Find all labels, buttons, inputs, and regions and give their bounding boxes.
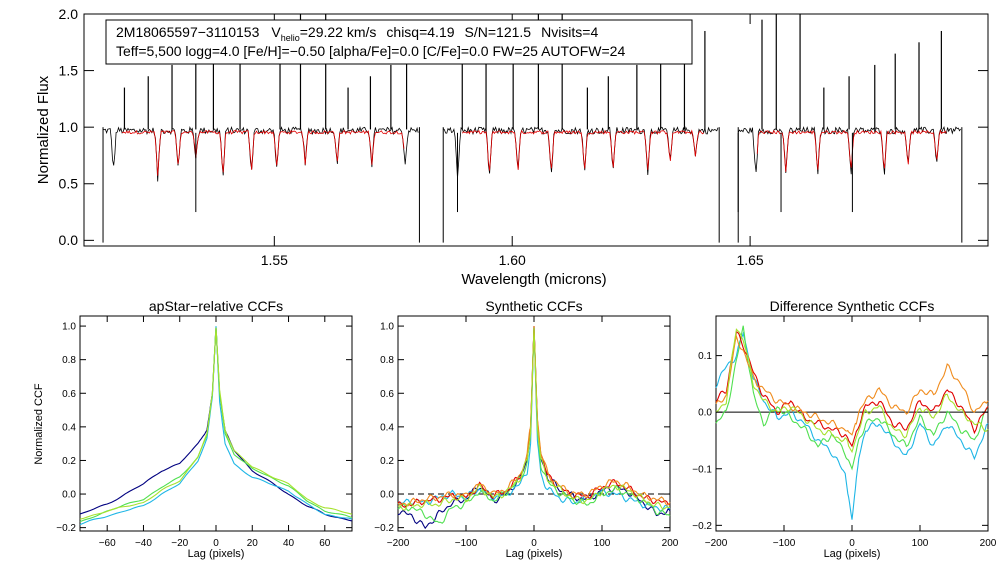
spectrum-frame [83, 13, 989, 247]
ytick-label: 0.0 [62, 490, 76, 501]
xtick-label: 1.65 [736, 252, 763, 268]
ccf-series-d4 [715, 334, 989, 436]
synthetic-ccf-plot-area [397, 326, 671, 530]
ytick-label: −0.2 [692, 521, 712, 532]
v-subscript: helio [281, 33, 300, 43]
xtick-label: −40 [135, 538, 152, 549]
ytick-label: 1.5 [59, 62, 79, 78]
xtick-label: 0 [849, 538, 855, 549]
xtick-label: 200 [980, 538, 997, 549]
ytick-label: 0.2 [62, 456, 76, 467]
ccf-series-s4 [397, 326, 671, 508]
ccf-series-visit4 [79, 327, 353, 520]
synthetic-ccf-title: Synthetic CCFs [485, 298, 582, 314]
ccf-series-s5 [397, 326, 671, 507]
ytick-label: 0.0 [59, 232, 79, 248]
xtick-label: 60 [319, 538, 331, 549]
apstar-ccf-panel: apStar−relative CCFs −60 −40 −20 0 20 40 60 −0.… [33, 298, 353, 560]
diff-ccf-plot-area [715, 325, 989, 520]
ytick-label: 1.0 [380, 322, 394, 333]
sn-value: S/N=121.5 [465, 24, 532, 40]
ytick-label: −0.1 [692, 464, 712, 475]
xtick-label: −100 [773, 538, 796, 549]
ytick-label: −0.2 [56, 523, 76, 534]
ccf-series-s6 [397, 327, 671, 511]
ccf-series-d1 [715, 331, 989, 520]
ccf-series-d2 [715, 325, 989, 471]
xtick-label: 1.60 [499, 252, 526, 268]
xtick-label: 1.55 [261, 252, 288, 268]
ytick-label: 0.6 [62, 389, 76, 400]
ytick-label: 0.8 [62, 355, 76, 366]
v-symbol: V [271, 24, 281, 40]
xtick-label: −100 [455, 538, 478, 549]
diff-ccf-frame [715, 315, 989, 532]
ytick-label: 0.5 [59, 176, 79, 192]
ccf-series-visit2 [79, 326, 353, 526]
model-spectrum-chip-3 [756, 129, 947, 172]
nvisits-value: Nvisits=4 [541, 24, 598, 40]
xtick-label: 20 [247, 538, 259, 549]
model-spectrum-chip-2 [461, 129, 704, 171]
ytick-label: 0.1 [698, 351, 712, 362]
ccf-series-s2 [397, 327, 671, 512]
ytick-label: 2.0 [59, 6, 79, 22]
xtick-label: 40 [283, 538, 295, 549]
apstar-ccf-title: apStar−relative CCFs [149, 298, 283, 314]
synthetic-ccf-xlabel: Lag (pixels) [506, 548, 563, 560]
ccf-series-d5 [715, 328, 989, 454]
ytick-label: 0.0 [698, 408, 712, 419]
ytick-label: 1.0 [59, 119, 79, 135]
v-value: =29.22 km/s [300, 24, 377, 40]
spectrum-axes: 1.55 1.60 1.65 0.0 0.5 1.0 1.5 2.0 [59, 6, 988, 268]
ytick-label: 1.0 [62, 322, 76, 333]
diff-ccf-panel: Difference Synthetic CCFs −200 −100 0 100 20… [692, 298, 997, 560]
spectrum-info-box [105, 19, 693, 65]
xtick-label: −60 [99, 538, 116, 549]
diff-ccf-xlabel: Lag (pixels) [824, 548, 881, 560]
ytick-label: 0.0 [380, 490, 394, 501]
apstar-ccf-xlabel: Lag (pixels) [188, 548, 245, 560]
synthetic-ccf-panel: Synthetic CCFs −200 −100 0 100 200 −0.2 0.0 0.2… [374, 298, 679, 560]
xtick-label: 200 [662, 538, 679, 549]
ytick-label: 0.2 [380, 456, 394, 467]
observed-spectrum-chip-2 [442, 126, 719, 179]
apstar-ccf-plot-area [79, 326, 353, 526]
ytick-label: 0.4 [62, 422, 76, 433]
ytick-label: −0.2 [374, 523, 394, 534]
xtick-label: 0 [531, 538, 537, 549]
spectrum-xlabel: Wavelength (microns) [461, 271, 606, 288]
chisq-value: chisq=4.19 [386, 24, 454, 40]
xtick-label: −200 [387, 538, 410, 549]
ccf-series-visit1 [79, 327, 353, 522]
xtick-label: 100 [594, 538, 611, 549]
ytick-label: 0.6 [380, 389, 394, 400]
synthetic-ccf-axes: −200 −100 0 100 200 −0.2 0.0 0.2 0.4 0.6 0.8 1.0 [374, 316, 679, 549]
object-id: 2M18065597−3110153 [116, 24, 260, 40]
apstar-ccf-frame [79, 315, 353, 532]
diff-ccf-title: Difference Synthetic CCFs [770, 298, 935, 314]
ccf-series-d3 [715, 331, 989, 448]
xtick-label: −20 [171, 538, 188, 549]
spectrum-ylabel: Normalized Flux [35, 75, 52, 184]
ytick-label: 0.8 [380, 355, 394, 366]
ytick-label: 0.4 [380, 422, 394, 433]
xtick-label: 100 [912, 538, 929, 549]
spectrum-panel: 1.55 1.60 1.65 0.0 0.5 1.0 1.5 2.0 Normalized F… [35, 6, 989, 288]
xtick-label: 0 [213, 538, 219, 549]
ccf-series-visit3 [79, 327, 353, 523]
apstar-ccf-axes: −60 −40 −20 0 20 40 60 −0.2 0.0 0.2 0.4 0.6 0.8 1.0 [56, 316, 352, 549]
spectrum-info-line1: 2M18065597−3110153 Vhelio=29.22 km/s chisq… [116, 24, 598, 43]
spectrum-plot-area [102, 14, 963, 243]
spectrum-info-line2: Teff=5,500 logg=4.0 [Fe/H]=−0.50 [alpha/… [116, 43, 625, 59]
diff-ccf-axes: −200 −100 0 100 200 −0.2 −0.1 0.0 0.1 [692, 316, 997, 549]
apstar-ccf-ylabel: Normalized CCF [33, 383, 45, 465]
xtick-label: −200 [705, 538, 728, 549]
model-spectrum-chip-1 [121, 129, 405, 176]
